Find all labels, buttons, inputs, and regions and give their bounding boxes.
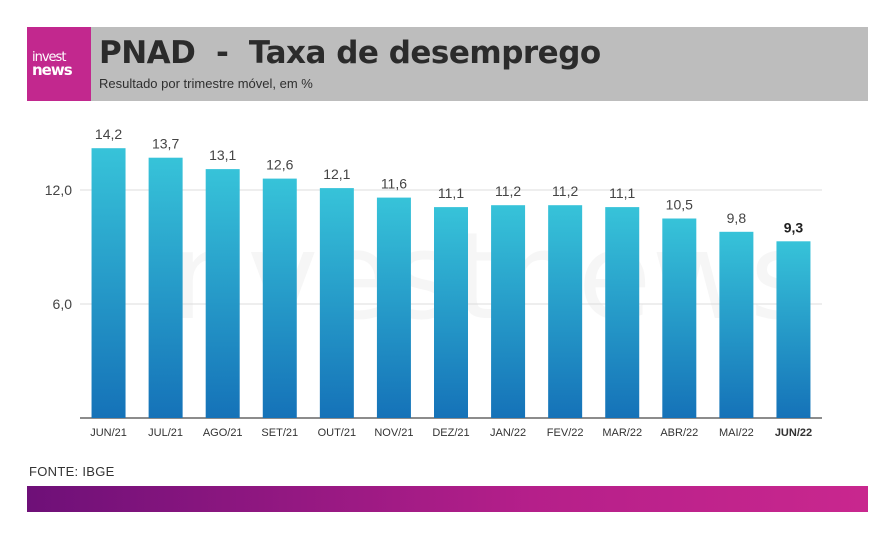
x-tick-label: DEZ/21	[432, 427, 469, 439]
y-tick-label: 6,0	[53, 296, 73, 312]
x-tick-label: JUN/21	[90, 427, 127, 439]
y-tick-label: 12,0	[45, 182, 72, 198]
bar	[719, 231, 754, 418]
logo-text-invest: invest	[32, 50, 66, 65]
bar	[605, 207, 640, 418]
data-label: 11,2	[552, 183, 578, 199]
data-label: 11,1	[609, 185, 635, 201]
data-label: 9,3	[784, 219, 804, 235]
data-label: 13,7	[152, 136, 179, 152]
data-label: 10,5	[666, 197, 693, 213]
x-tick-label: MAR/22	[602, 427, 642, 439]
x-tick-label: JAN/22	[490, 427, 526, 439]
x-tick-label: NOV/21	[374, 427, 413, 439]
chart-title: PNAD - Taxa de desemprego	[99, 35, 601, 71]
x-tick-label: OUT/21	[318, 427, 357, 439]
bar	[662, 218, 697, 418]
bar	[548, 205, 583, 418]
bar	[205, 169, 240, 418]
logo-text-news: news	[32, 61, 73, 79]
bar	[262, 178, 297, 418]
x-tick-label: SET/21	[261, 427, 298, 439]
chart-subtitle: Resultado por trimestre móvel, em %	[99, 76, 313, 91]
bar	[91, 148, 126, 418]
data-label: 13,1	[209, 147, 236, 163]
bar	[491, 205, 526, 418]
investnews-logo: invest news	[27, 27, 91, 101]
header: invest news PNAD - Taxa de desemprego Re…	[27, 27, 868, 101]
bar	[434, 207, 468, 418]
x-tick-label: FEV/22	[547, 427, 584, 439]
data-label: 11,2	[495, 183, 521, 199]
x-tick-label: JUN/22	[775, 427, 812, 439]
source-note: FONTE: IBGE	[29, 464, 115, 479]
x-tick-label: ABR/22	[660, 427, 698, 439]
x-tick-label: AGO/21	[203, 427, 243, 439]
bar	[319, 188, 354, 418]
x-tick-label: JUL/21	[148, 427, 183, 439]
brand-footer-bar	[27, 486, 868, 512]
data-label: 9,8	[727, 210, 747, 226]
bar	[776, 241, 811, 418]
data-label: 11,6	[381, 176, 407, 192]
x-tick-label: MAI/22	[719, 427, 754, 439]
data-label: 11,1	[438, 185, 464, 201]
bar	[148, 157, 183, 418]
data-label: 12,6	[266, 157, 293, 173]
data-label: 12,1	[323, 166, 350, 182]
data-label: 14,2	[95, 126, 122, 142]
bar	[376, 197, 411, 418]
